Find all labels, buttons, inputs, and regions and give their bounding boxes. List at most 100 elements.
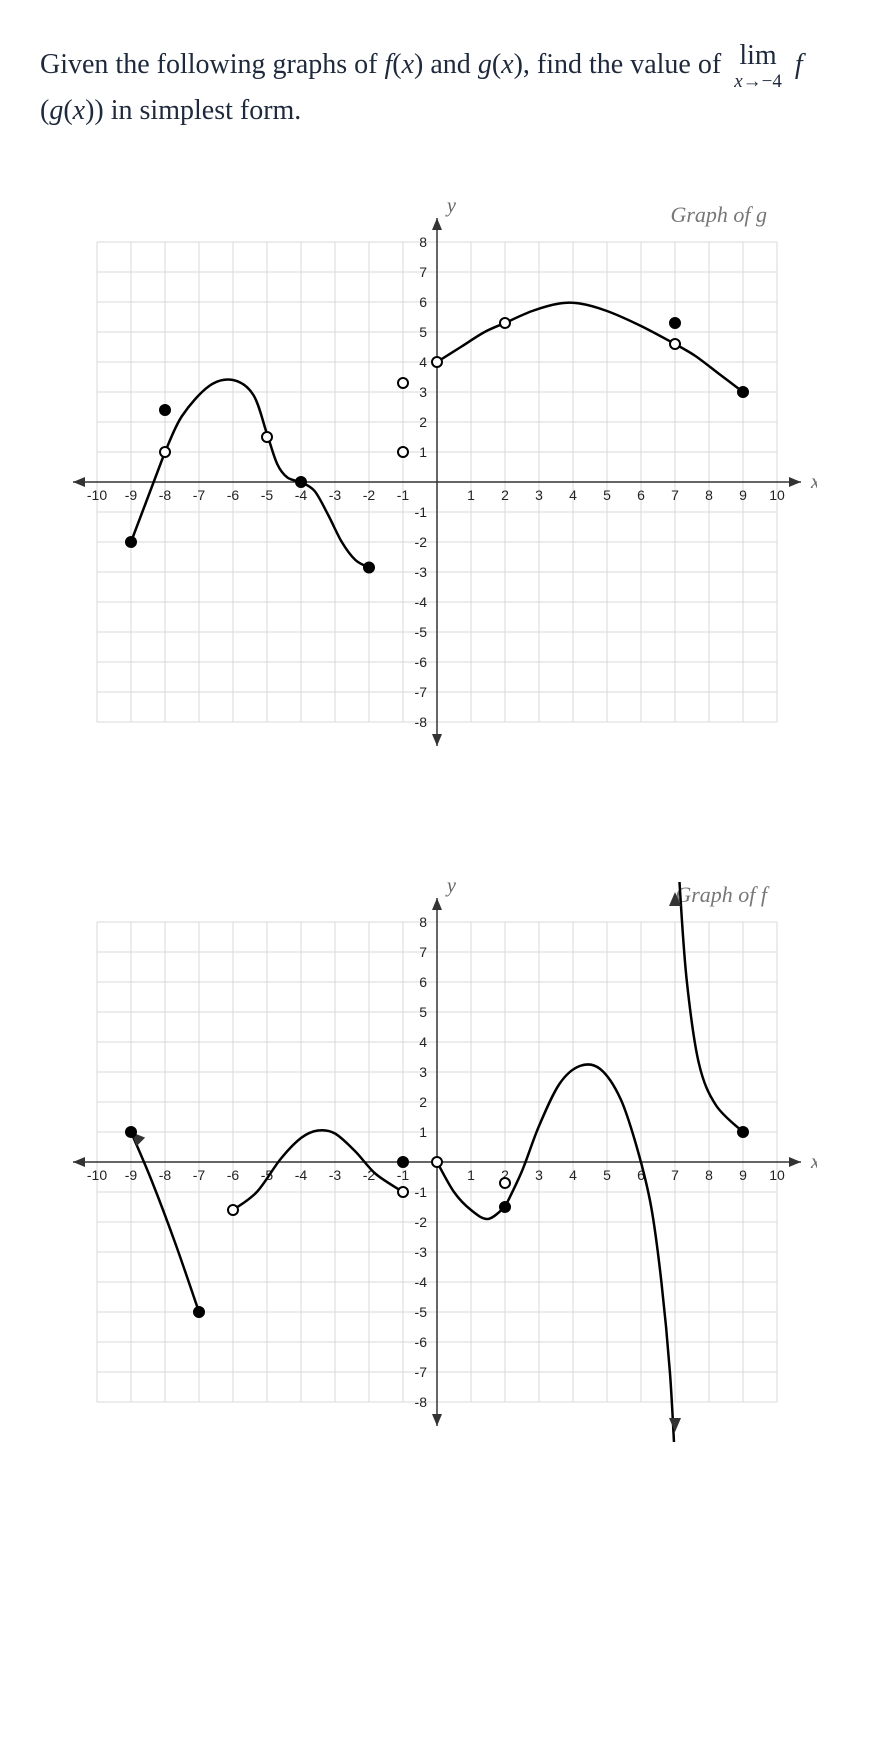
svg-text:7: 7 (419, 264, 427, 280)
svg-text:4: 4 (569, 487, 577, 503)
open-point (262, 432, 272, 442)
svg-text:-3: -3 (414, 1244, 427, 1260)
svg-text:-7: -7 (414, 684, 427, 700)
closed-point (160, 405, 170, 415)
svg-text:8: 8 (705, 1167, 713, 1183)
svg-text:1: 1 (419, 444, 427, 460)
svg-text:-5: -5 (414, 624, 427, 640)
svg-text:-4: -4 (414, 594, 427, 610)
closed-point (296, 477, 306, 487)
svg-text:-5: -5 (260, 1167, 273, 1183)
axes (73, 218, 801, 746)
svg-text:-1: -1 (396, 1167, 409, 1183)
svg-text:-9: -9 (124, 1167, 137, 1183)
svg-text:-10: -10 (86, 1167, 106, 1183)
svg-text:1: 1 (467, 1167, 475, 1183)
svg-text:1: 1 (467, 487, 475, 503)
svg-text:8: 8 (419, 914, 427, 930)
svg-text:-8: -8 (158, 487, 171, 503)
closed-point (126, 1127, 136, 1137)
svg-text:6: 6 (419, 294, 427, 310)
svg-text:7: 7 (419, 944, 427, 960)
closed-point (738, 1127, 748, 1137)
open-point (500, 1178, 510, 1188)
prompt-line: Given the following graphs of f(x) and g… (40, 49, 803, 126)
svg-text:-6: -6 (226, 487, 239, 503)
svg-text:2: 2 (419, 414, 427, 430)
graph-title: Graph of g (670, 202, 767, 227)
svg-text:-4: -4 (294, 487, 307, 503)
svg-text:-4: -4 (294, 1167, 307, 1183)
lim-expression: limx→−4 (734, 42, 782, 91)
svg-text:-6: -6 (414, 654, 427, 670)
graph-title: Graph of f (675, 882, 770, 907)
svg-text:-7: -7 (414, 1364, 427, 1380)
svg-text:4: 4 (569, 1167, 577, 1183)
svg-text:-4: -4 (414, 1274, 427, 1290)
svg-text:6: 6 (637, 487, 645, 503)
open-point (160, 447, 170, 457)
svg-text:-7: -7 (192, 487, 205, 503)
open-point (398, 378, 408, 388)
closed-point (126, 537, 136, 547)
open-point (432, 1157, 442, 1167)
closed-point (398, 1157, 408, 1167)
page-root: Given the following graphs of f(x) and g… (0, 0, 873, 1759)
closed-point (364, 562, 374, 572)
svg-text:-5: -5 (260, 487, 273, 503)
closed-point (738, 387, 748, 397)
graph-g-wrap: -10-9-8-7-6-5-4-3-2-112345678910-8-7-6-5… (40, 202, 833, 762)
open-point (398, 1187, 408, 1197)
svg-text:-7: -7 (192, 1167, 205, 1183)
svg-text:9: 9 (739, 487, 747, 503)
svg-text:-8: -8 (414, 714, 427, 730)
x-axis-label: x (810, 1151, 817, 1173)
svg-text:8: 8 (419, 234, 427, 250)
svg-text:-3: -3 (328, 1167, 341, 1183)
svg-text:-2: -2 (362, 487, 375, 503)
graph-f-wrap: -10-9-8-7-6-5-4-3-2-112345678910-8-7-6-5… (40, 882, 833, 1442)
open-point (500, 318, 510, 328)
svg-text:-6: -6 (414, 1334, 427, 1350)
svg-text:4: 4 (419, 1034, 427, 1050)
svg-text:10: 10 (769, 1167, 785, 1183)
closed-point (670, 318, 680, 328)
svg-text:2: 2 (501, 487, 509, 503)
svg-text:-9: -9 (124, 487, 137, 503)
svg-text:7: 7 (671, 1167, 679, 1183)
question-prompt: Given the following graphs of f(x) and g… (40, 42, 833, 132)
svg-text:8: 8 (705, 487, 713, 503)
svg-text:-3: -3 (328, 487, 341, 503)
svg-text:6: 6 (419, 974, 427, 990)
svg-text:10: 10 (769, 487, 785, 503)
svg-text:3: 3 (419, 384, 427, 400)
svg-text:-1: -1 (396, 487, 409, 503)
y-axis-label: y (445, 202, 456, 217)
open-point (432, 357, 442, 367)
svg-text:9: 9 (739, 1167, 747, 1183)
closed-point (194, 1307, 204, 1317)
svg-text:5: 5 (419, 1004, 427, 1020)
svg-text:1: 1 (419, 1124, 427, 1140)
svg-text:-3: -3 (414, 564, 427, 580)
svg-text:4: 4 (419, 354, 427, 370)
x-axis-label: x (810, 471, 817, 493)
open-point (670, 339, 680, 349)
svg-text:-1: -1 (414, 1184, 427, 1200)
svg-text:-10: -10 (86, 487, 106, 503)
svg-text:-8: -8 (414, 1394, 427, 1410)
svg-text:-1: -1 (414, 504, 427, 520)
graph-f: -10-9-8-7-6-5-4-3-2-112345678910-8-7-6-5… (57, 882, 817, 1442)
closed-point (500, 1202, 510, 1212)
svg-text:3: 3 (535, 487, 543, 503)
svg-text:5: 5 (603, 1167, 611, 1183)
svg-text:3: 3 (535, 1167, 543, 1183)
svg-text:2: 2 (419, 1094, 427, 1110)
svg-text:-6: -6 (226, 1167, 239, 1183)
svg-text:-8: -8 (158, 1167, 171, 1183)
graph-g: -10-9-8-7-6-5-4-3-2-112345678910-8-7-6-5… (57, 202, 817, 762)
y-axis-label: y (445, 882, 456, 897)
svg-text:-2: -2 (414, 1214, 427, 1230)
svg-text:-2: -2 (362, 1167, 375, 1183)
svg-text:-2: -2 (414, 534, 427, 550)
